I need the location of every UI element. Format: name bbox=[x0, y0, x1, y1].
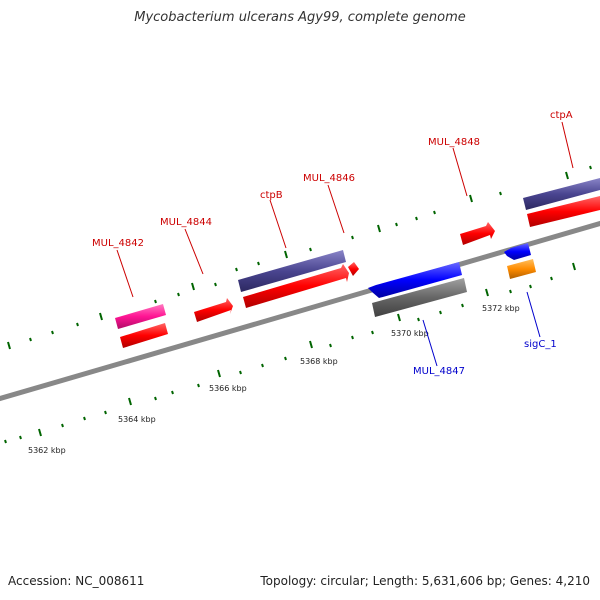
label-mul-4848[interactable]: MUL_4848 bbox=[428, 137, 480, 148]
label-mul-4842[interactable]: MUL_4842 bbox=[92, 238, 144, 249]
scale-label: 5364 kbp bbox=[118, 415, 156, 424]
gene-sigC-1[interactable] bbox=[504, 243, 531, 260]
genome-backbone bbox=[0, 220, 600, 402]
cds-mul-4844[interactable] bbox=[194, 298, 233, 322]
cds-mul-4842[interactable] bbox=[120, 323, 168, 348]
gene-mul-4842[interactable] bbox=[115, 304, 166, 329]
cds-mul-4846[interactable] bbox=[348, 262, 359, 276]
gene-mul-4847[interactable] bbox=[368, 262, 462, 298]
cds-mul-4847[interactable] bbox=[372, 278, 467, 317]
label-mul-4844[interactable]: MUL_4844 bbox=[160, 217, 212, 228]
label-ctpB[interactable]: ctpB bbox=[260, 190, 283, 201]
label-ctpA[interactable]: ctpA bbox=[550, 110, 573, 121]
scale-label: 5370 kbp bbox=[391, 329, 429, 338]
scale-label: 5368 kbp bbox=[300, 357, 338, 366]
inner-tick-row bbox=[4, 262, 576, 444]
cds-sigC-1[interactable] bbox=[507, 259, 536, 279]
cds-ctpA[interactable] bbox=[527, 196, 600, 227]
forward-features bbox=[115, 178, 600, 348]
scale-label: 5372 kbp bbox=[482, 304, 520, 313]
label-sigC-1[interactable]: sigC_1 bbox=[524, 339, 557, 350]
scale-label: 5366 kbp bbox=[209, 384, 247, 393]
cds-ctpB[interactable] bbox=[243, 264, 349, 308]
scale-label: 5362 kbp bbox=[28, 446, 66, 455]
label-mul-4847[interactable]: MUL_4847 bbox=[413, 366, 465, 377]
gene-ctpA[interactable] bbox=[523, 178, 600, 210]
cds-mul-4848[interactable] bbox=[460, 222, 495, 245]
genome-summary-text: Topology: circular; Length: 5,631,606 bp… bbox=[260, 574, 590, 588]
map-title: Mycobacterium ulcerans Agy99, complete g… bbox=[134, 10, 466, 25]
reverse-features bbox=[368, 243, 536, 317]
gene-ctpB[interactable] bbox=[238, 250, 346, 292]
label-mul-4846[interactable]: MUL_4846 bbox=[303, 173, 355, 184]
outer-tick-row bbox=[7, 165, 592, 350]
accession-text: Accession: NC_008611 bbox=[8, 574, 145, 588]
leader-lines bbox=[116, 121, 574, 367]
